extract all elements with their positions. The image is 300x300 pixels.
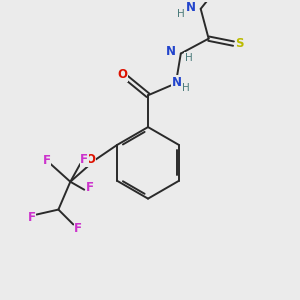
Text: O: O	[85, 153, 95, 167]
Text: H: H	[177, 9, 185, 19]
Text: F: F	[80, 153, 88, 167]
Text: N: N	[172, 76, 182, 89]
Text: H: H	[185, 52, 193, 62]
Text: F: F	[74, 222, 82, 235]
Text: H: H	[182, 83, 190, 93]
Text: S: S	[235, 37, 244, 50]
Text: F: F	[86, 181, 94, 194]
Text: F: F	[28, 211, 36, 224]
Text: N: N	[166, 45, 176, 58]
Text: N: N	[186, 1, 196, 14]
Text: O: O	[117, 68, 127, 81]
Text: F: F	[43, 154, 50, 167]
